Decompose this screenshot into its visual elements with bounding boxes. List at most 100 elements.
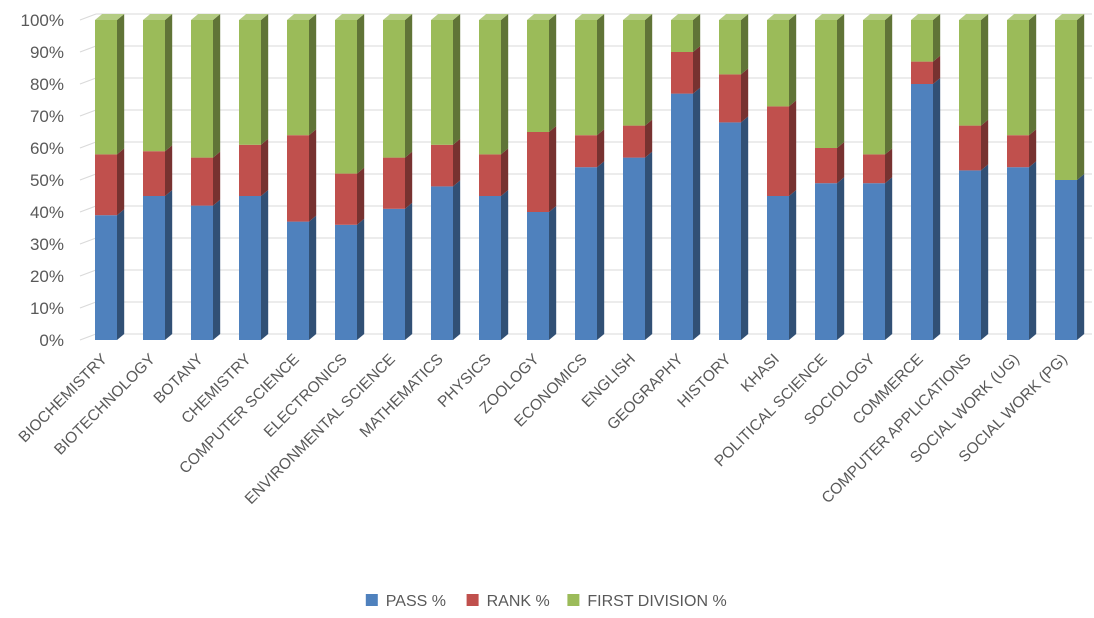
- gridline-depth: [79, 109, 97, 117]
- bar-side: [357, 218, 365, 340]
- legend-label: RANK %: [487, 593, 550, 610]
- bar-segment: [527, 14, 557, 132]
- bar-segment: [623, 119, 653, 158]
- bar-side: [453, 14, 461, 145]
- bar-side: [261, 138, 269, 196]
- bar-side: [837, 177, 845, 340]
- bar-segment: [527, 206, 557, 340]
- bar-segment: [191, 151, 221, 206]
- bar-segment: [911, 14, 941, 62]
- bar-front: [431, 186, 453, 340]
- bar-side: [549, 14, 557, 132]
- legend-swatch: [466, 594, 479, 606]
- bar-stack: [575, 14, 605, 340]
- bar-side: [981, 119, 989, 171]
- bar-side: [789, 190, 797, 340]
- bar-segment: [143, 145, 173, 196]
- y-tick-label: 90%: [30, 43, 64, 62]
- bar-side: [1029, 161, 1037, 340]
- bar-front: [287, 20, 309, 136]
- bar-side: [933, 14, 941, 62]
- bar-segment: [95, 209, 125, 340]
- bar-segment: [431, 180, 461, 340]
- bar-stack: [959, 14, 989, 340]
- bar-segment: [239, 14, 269, 145]
- bar-segment: [287, 14, 317, 136]
- bar-side: [261, 14, 269, 145]
- bar-front: [383, 157, 405, 209]
- bar-side: [645, 151, 653, 340]
- bar-front: [911, 61, 933, 84]
- bar-stack: [527, 14, 557, 340]
- bar-segment: [671, 87, 701, 340]
- bar-side: [645, 14, 653, 126]
- bar-side: [837, 142, 845, 184]
- bar-side: [693, 14, 701, 52]
- bar-front: [863, 183, 885, 340]
- bar-segment: [623, 14, 653, 126]
- bar-side: [693, 87, 701, 340]
- bar-side: [645, 119, 653, 158]
- x-category-label: MATHEMATICS: [357, 351, 447, 441]
- bar-front: [719, 122, 741, 341]
- bar-segment: [959, 164, 989, 340]
- bar-top: [767, 14, 797, 20]
- bar-side: [405, 14, 413, 158]
- y-tick-label: 50%: [30, 171, 64, 190]
- gridline-depth: [79, 45, 97, 53]
- bar-front: [479, 154, 501, 196]
- bar-side: [117, 209, 125, 340]
- bar-front: [239, 196, 261, 340]
- bar-side: [597, 14, 605, 136]
- bar-stack: [143, 14, 173, 340]
- bar-segment: [95, 14, 125, 155]
- bar-front: [671, 52, 693, 94]
- bar-side: [405, 202, 413, 340]
- bar-segment: [239, 190, 269, 340]
- gridline-depth: [79, 173, 97, 181]
- bar-segment: [287, 129, 317, 222]
- bar-front: [95, 215, 117, 340]
- bar-front: [479, 196, 501, 340]
- legend-label: FIRST DIVISION %: [587, 593, 726, 610]
- bar-side: [357, 14, 365, 174]
- bar-side: [117, 148, 125, 216]
- bar-segment: [383, 151, 413, 209]
- bar-segment: [959, 14, 989, 126]
- bar-side: [309, 129, 317, 222]
- bar-front: [95, 20, 117, 155]
- bar-side: [789, 100, 797, 196]
- bar-front: [575, 135, 597, 168]
- legend-item: FIRST DIVISION %: [567, 593, 727, 610]
- bar-front: [623, 125, 645, 158]
- bar-stack: [815, 14, 845, 340]
- bar-segment: [1055, 14, 1085, 180]
- bar-front: [143, 20, 165, 152]
- bar-front: [959, 170, 981, 340]
- bar-front: [959, 20, 981, 126]
- bar-segment: [671, 46, 701, 94]
- bar-stack: [1007, 14, 1037, 340]
- bar-side: [1077, 174, 1085, 340]
- bar-top: [911, 14, 941, 20]
- bar-stack: [623, 14, 653, 340]
- gridline-depth: [79, 237, 97, 245]
- bar-side: [597, 129, 605, 168]
- bar-side: [885, 148, 893, 184]
- legend-item: RANK %: [466, 593, 550, 610]
- bar-side: [981, 164, 989, 340]
- gridline-depth: [79, 77, 97, 85]
- y-tick-label: 10%: [30, 299, 64, 318]
- bar-side: [549, 206, 557, 340]
- y-tick-label: 80%: [30, 75, 64, 94]
- bar-segment: [911, 78, 941, 340]
- bar-side: [501, 14, 509, 155]
- bar-side: [741, 14, 749, 75]
- bar-segment: [191, 199, 221, 340]
- bar-front: [143, 151, 165, 196]
- bar-front: [335, 173, 357, 225]
- bar-segment: [335, 218, 365, 340]
- bar-top: [575, 14, 605, 20]
- bar-front: [383, 20, 405, 158]
- bar-front: [527, 132, 549, 212]
